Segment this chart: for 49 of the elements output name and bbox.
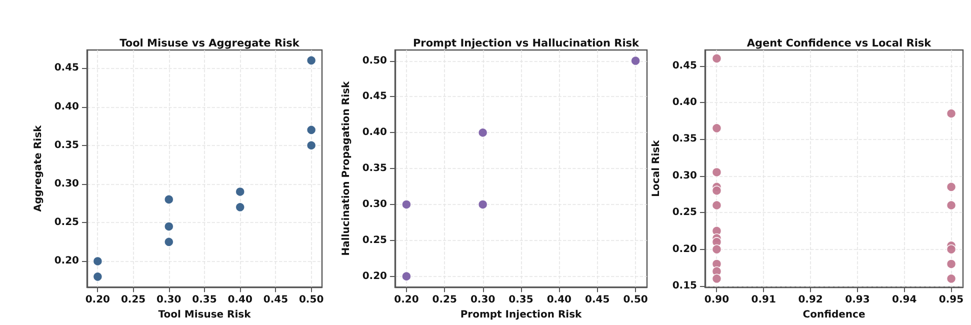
- x-tick-label: 0.92: [798, 294, 823, 306]
- x-tick-label: 0.45: [263, 294, 288, 306]
- y-tick-label: 0.40: [54, 101, 80, 112]
- y-tick-label: 0.30: [362, 198, 388, 210]
- x-tick-label: 0.35: [192, 294, 217, 306]
- y-tick-label: 0.45: [672, 60, 698, 72]
- y-tick-label: 0.45: [362, 91, 388, 102]
- y-tick-label: 0.20: [672, 244, 698, 255]
- x-tick-label: 0.20: [85, 294, 110, 306]
- y-tick-label: 0.25: [54, 217, 80, 228]
- y-tick-label: 0.30: [672, 170, 698, 182]
- x-tick-label: 0.50: [298, 294, 324, 306]
- chart-title: Agent Confidence vs Local Risk: [746, 38, 932, 50]
- x-tick-label: 0.30: [470, 294, 496, 306]
- x-tick-label: 0.50: [623, 294, 648, 306]
- y-tick-label: 0.35: [672, 134, 698, 145]
- x-tick-label: 0.94: [892, 294, 917, 306]
- chart-title: Prompt Injection vs Hallucination Risk: [412, 38, 640, 50]
- x-axis-title: Tool Misuse Risk: [158, 310, 252, 320]
- x-tick-label: 0.25: [432, 294, 458, 306]
- y-tick-label: 0.15: [672, 280, 698, 292]
- x-tick-label: 0.40: [228, 294, 252, 306]
- y-tick-label: 0.20: [362, 270, 388, 282]
- x-tick-label: 0.93: [845, 294, 870, 306]
- y-axis-title: Aggregate Risk: [32, 124, 44, 212]
- x-tick-label: 0.30: [156, 294, 182, 306]
- y-tick-label: 0.35: [362, 163, 388, 174]
- x-tick-label: 0.20: [394, 294, 419, 306]
- x-tick-label: 0.40: [546, 294, 572, 306]
- y-tick-label: 0.20: [54, 256, 80, 267]
- x-tick-label: 0.90: [704, 294, 730, 306]
- y-axis-title: Local Risk: [650, 140, 662, 197]
- x-tick-label: 0.25: [120, 294, 146, 306]
- x-axis-title: Prompt Injection Risk: [460, 310, 582, 320]
- y-tick-label: 0.40: [672, 96, 698, 108]
- y-tick-label: 0.40: [362, 127, 388, 138]
- y-axis-title: Hallucination Propagation Risk: [340, 81, 352, 256]
- chart-title: Tool Misuse vs Aggregate Risk: [120, 38, 300, 50]
- y-tick-label: 0.30: [54, 178, 80, 190]
- x-tick-label: 0.91: [751, 294, 776, 306]
- y-tick-label: 0.35: [54, 140, 80, 151]
- y-tick-label: 0.25: [362, 234, 388, 246]
- x-axis-title: Confidence: [802, 310, 866, 320]
- x-tick-label: 0.45: [585, 294, 610, 306]
- x-tick-label: 0.95: [938, 294, 964, 306]
- y-tick-label: 0.50: [362, 55, 388, 66]
- y-tick-label: 0.25: [672, 207, 698, 218]
- y-tick-label: 0.45: [54, 62, 80, 74]
- x-tick-label: 0.35: [508, 294, 534, 306]
